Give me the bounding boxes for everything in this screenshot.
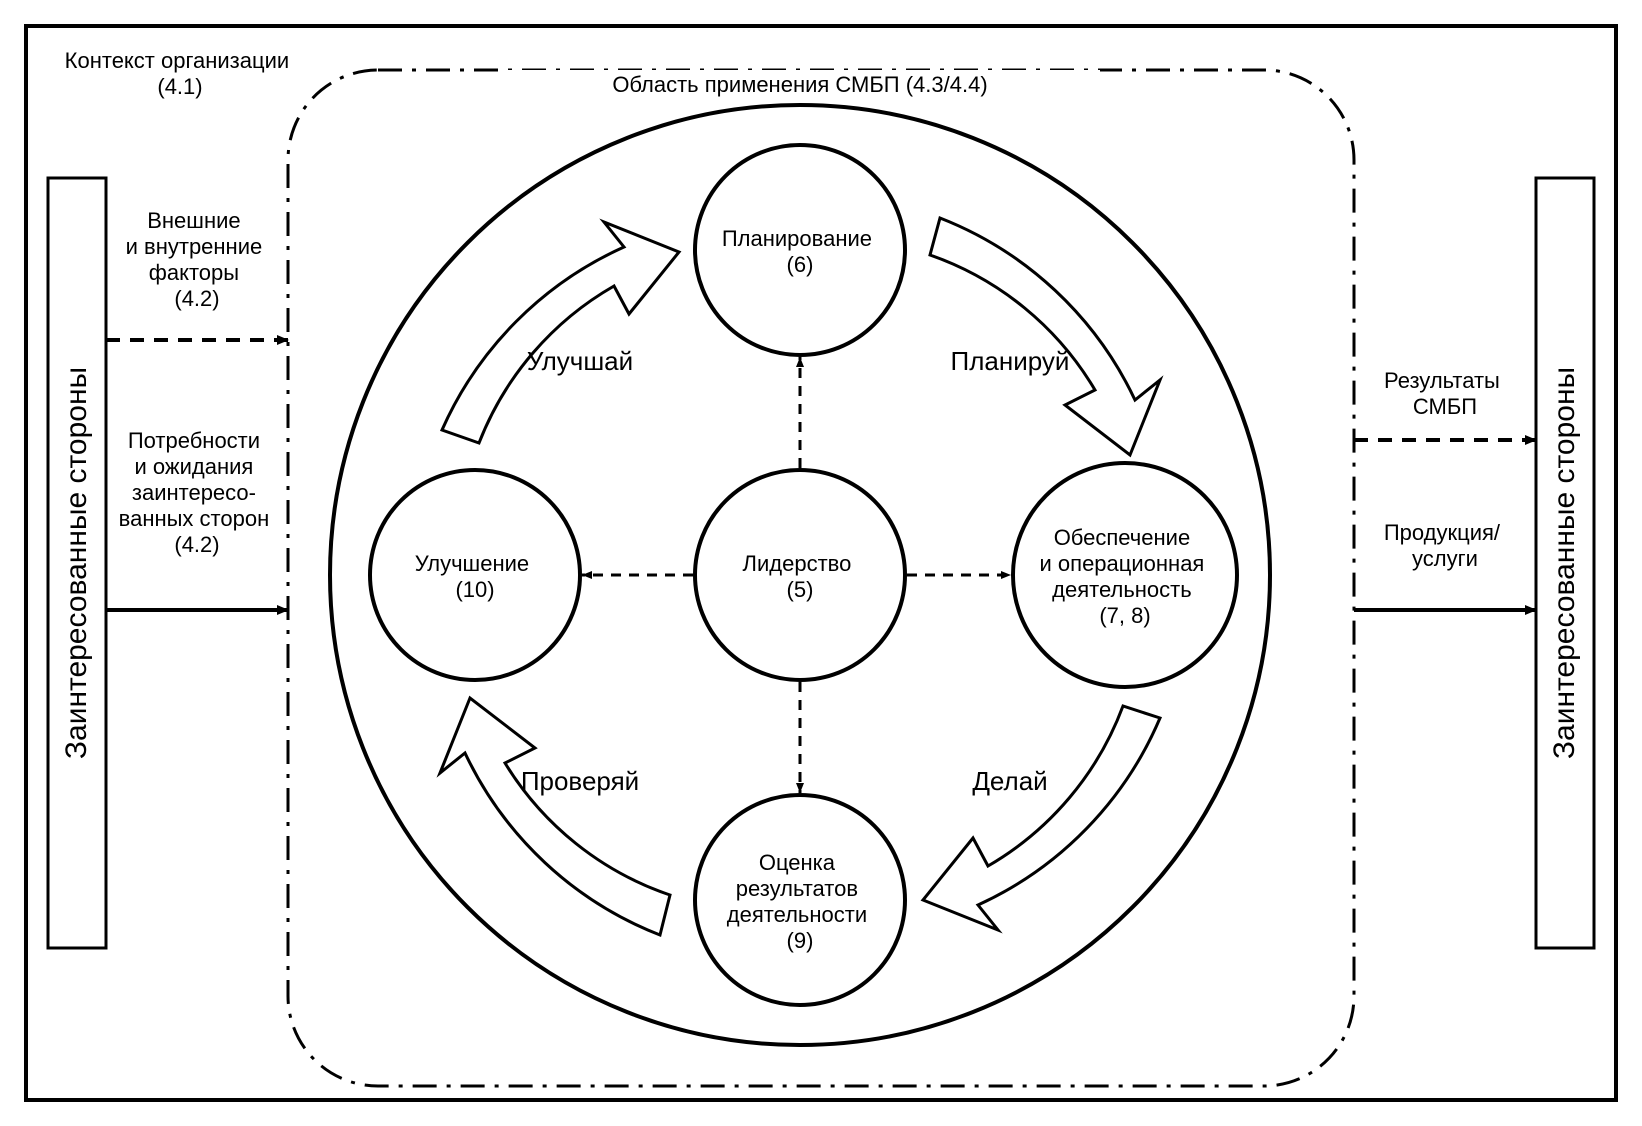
context-label: Контекст организации (4.1) <box>65 48 296 99</box>
curved-arrow-do <box>923 706 1160 930</box>
results-label: Результаты СМБП <box>1384 368 1506 419</box>
curved-arrow-plan <box>930 218 1160 455</box>
factors-label: Внешние и внутренние факторы (4.2) <box>126 208 269 311</box>
quadrant-act: Улучшай <box>527 346 633 376</box>
quadrant-plan: Планируй <box>951 346 1070 376</box>
quadrant-check: Проверяй <box>521 766 639 796</box>
pdca-diagram: Контекст организации (4.1) Заинтересован… <box>0 0 1642 1126</box>
scope-label: Область применения СМБП (4.3/4.4) <box>612 72 987 97</box>
left-stakeholders-label: Заинтересованные стороны <box>60 367 93 759</box>
right-stakeholders-label: Заинтересованные стороны <box>1548 367 1581 759</box>
products-label: Продукция/ услуги <box>1384 520 1506 571</box>
curved-arrow-act <box>442 222 679 443</box>
curved-arrow-check <box>440 698 670 935</box>
quadrant-do: Делай <box>972 766 1047 796</box>
needs-label: Потребности и ожидания заинтересо- ванны… <box>119 428 276 557</box>
